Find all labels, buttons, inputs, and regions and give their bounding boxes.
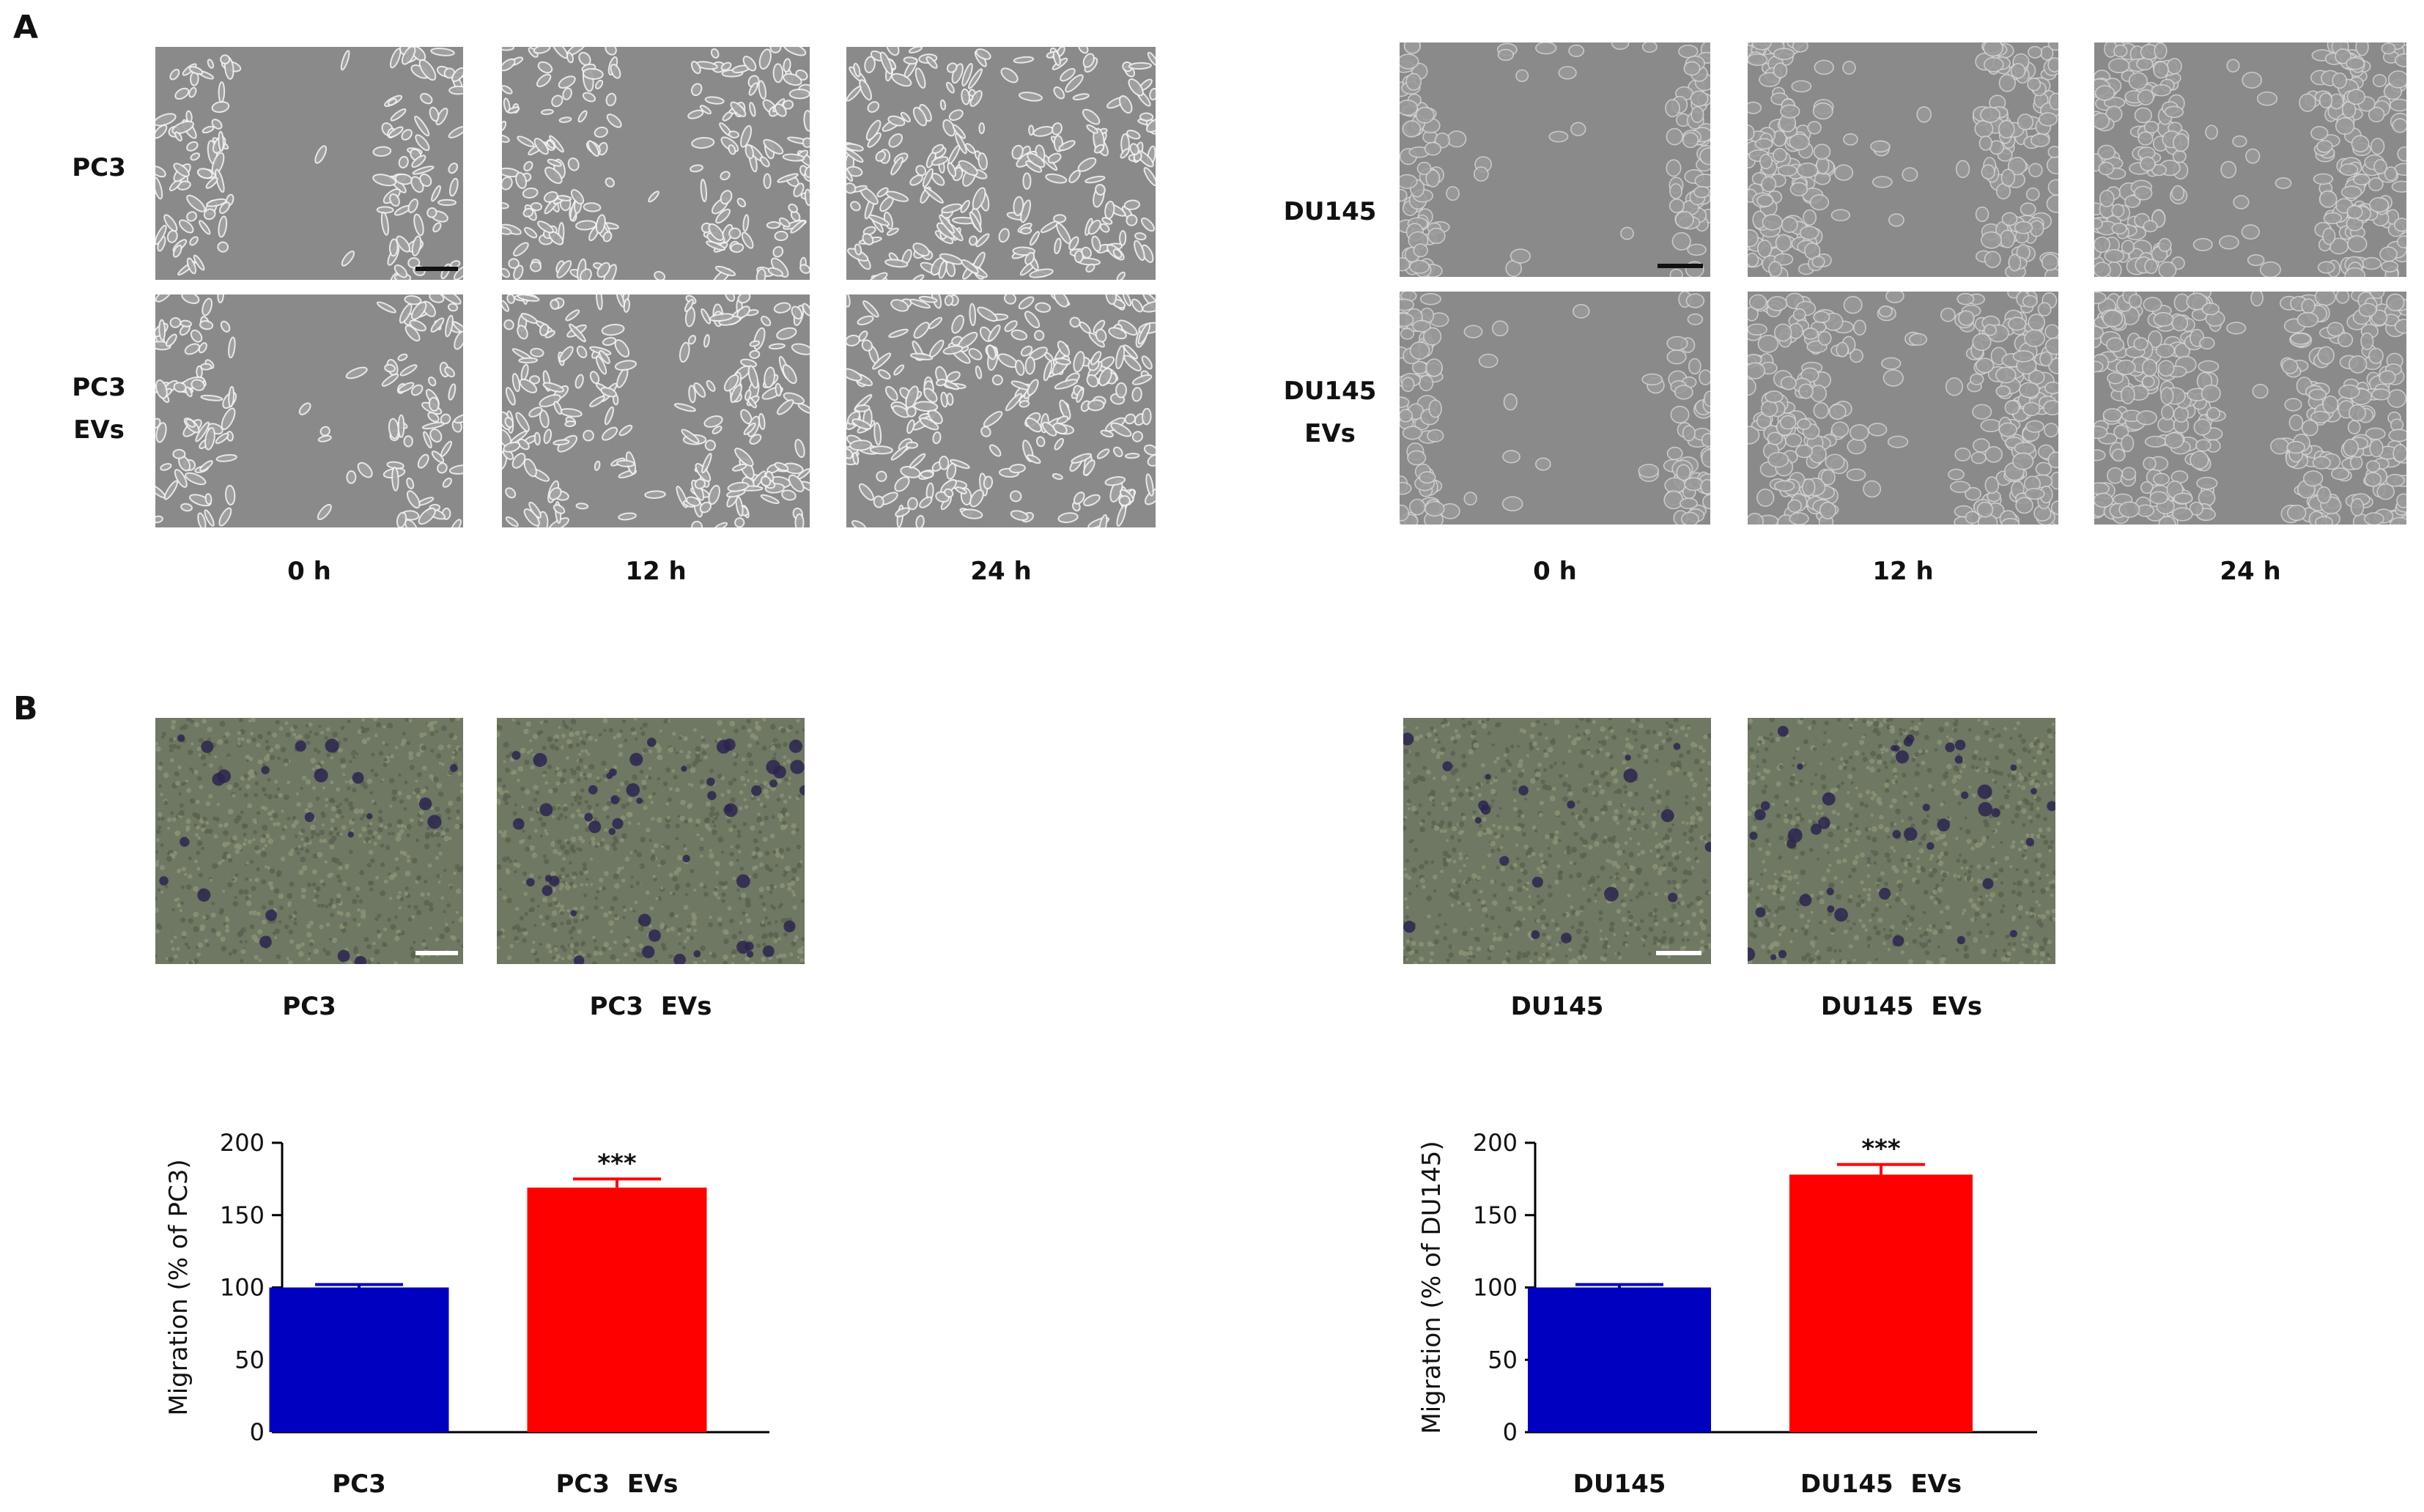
- y-axis-label: Migration (% of DU145): [1417, 1141, 1446, 1434]
- y-tick-label: 0: [1503, 1418, 1518, 1446]
- y-tick-label: 200: [220, 1129, 265, 1157]
- wound-image-pc3-12h: [502, 47, 810, 280]
- transwell-texture: [155, 718, 463, 964]
- scale-bar: [1656, 951, 1701, 955]
- micrograph-texture: [502, 294, 810, 527]
- x-tick-label: DU145: [1573, 1470, 1666, 1499]
- bar-chart-pc3-svg: 0 50 100 150 200 Migration (% of PC3) PC3 *** PC…: [132, 1099, 806, 1509]
- significance-label: ***: [597, 1149, 637, 1178]
- micrograph-texture: [1748, 42, 2058, 277]
- y-tick-label: 50: [1488, 1346, 1518, 1374]
- micrograph-texture: [2094, 42, 2406, 277]
- micrograph-texture: [846, 47, 1156, 280]
- wound-image-pc3-evs-24h: [846, 294, 1156, 527]
- transwell-image-du145-evs: [1748, 718, 2055, 964]
- transwell-texture: [497, 718, 805, 964]
- wound-image-du145-evs-12h: [1748, 292, 2058, 525]
- panel-a-label: A: [13, 9, 38, 46]
- micrograph-texture: [1400, 42, 1710, 277]
- row-label-pc3-evs: PC3 EVs: [44, 366, 154, 451]
- time-label-pc3-12h: 12 h: [583, 551, 729, 592]
- y-tick-label: 100: [220, 1274, 265, 1302]
- bar-chart-du145: 0 50 100 150 200 Migration (% of DU145) DU145 *…: [1378, 1099, 2110, 1509]
- row-label-du145: DU145: [1268, 190, 1392, 233]
- time-label-pc3-0h: 0 h: [236, 551, 383, 592]
- y-tick-label: 200: [1473, 1129, 1518, 1157]
- transwell-label-du145: DU145: [1484, 986, 1630, 1027]
- micrograph-texture: [502, 47, 810, 280]
- transwell-texture: [1748, 718, 2055, 964]
- y-tick-label: 0: [250, 1418, 265, 1446]
- wound-image-pc3-24h: [846, 47, 1156, 280]
- transwell-image-pc3: [155, 718, 463, 964]
- scale-bar: [415, 951, 458, 955]
- bar-chart-pc3: 0 50 100 150 200 Migration (% of PC3) PC3 *** PC…: [132, 1099, 806, 1509]
- bar-0: [1528, 1288, 1711, 1433]
- transwell-image-pc3-evs: [497, 718, 805, 964]
- transwell-label-pc3: PC3: [236, 986, 383, 1027]
- x-tick-label: PC3: [332, 1470, 386, 1499]
- time-label-pc3-24h: 24 h: [928, 551, 1074, 592]
- micrograph-texture: [846, 294, 1156, 527]
- scale-bar: [415, 267, 458, 271]
- transwell-label-du145-evs: DU145 EVs: [1792, 986, 2011, 1027]
- bar-1: [528, 1187, 707, 1432]
- time-label-du145-0h: 0 h: [1482, 551, 1628, 592]
- transwell-label-pc3-evs: PC3 EVs: [541, 986, 761, 1027]
- significance-label: ***: [1861, 1135, 1901, 1164]
- bar-0: [270, 1288, 449, 1433]
- row-label-pc3: PC3: [44, 147, 154, 189]
- bar-chart-du145-svg: 0 50 100 150 200 Migration (% of DU145) DU145 *…: [1378, 1099, 2110, 1509]
- wound-image-du145-evs-24h: [2094, 292, 2406, 525]
- y-tick-label: 150: [1473, 1201, 1518, 1229]
- wound-image-du145-12h: [1748, 42, 2058, 277]
- wound-image-du145-evs-0h: [1400, 292, 1710, 525]
- panel-b-label: B: [13, 690, 38, 727]
- wound-image-pc3-0h: [155, 47, 463, 280]
- transwell-image-du145: [1403, 718, 1711, 964]
- micrograph-texture: [1400, 292, 1710, 525]
- y-axis-label: Migration (% of PC3): [164, 1159, 193, 1415]
- wound-image-pc3-evs-12h: [502, 294, 810, 527]
- micrograph-texture: [1748, 292, 2058, 525]
- y-tick-label: 100: [1473, 1274, 1518, 1302]
- transwell-texture: [1403, 718, 1711, 964]
- time-label-du145-12h: 12 h: [1830, 551, 1976, 592]
- wound-image-pc3-evs-0h: [155, 294, 463, 527]
- wound-image-du145-24h: [2094, 42, 2406, 277]
- micrograph-texture: [155, 294, 463, 527]
- y-tick-label: 50: [234, 1346, 265, 1374]
- y-tick-label: 150: [220, 1201, 265, 1229]
- x-tick-label: DU145 EVs: [1800, 1470, 1962, 1499]
- x-tick-label: PC3 EVs: [556, 1470, 679, 1499]
- wound-image-du145-0h: [1400, 42, 1710, 277]
- row-label-du145-evs: DU145 EVs: [1268, 370, 1392, 455]
- time-label-du145-24h: 24 h: [2177, 551, 2324, 592]
- scale-bar: [1658, 264, 1703, 268]
- bar-1: [1789, 1174, 1973, 1432]
- micrograph-texture: [2094, 292, 2406, 525]
- micrograph-texture: [155, 47, 463, 280]
